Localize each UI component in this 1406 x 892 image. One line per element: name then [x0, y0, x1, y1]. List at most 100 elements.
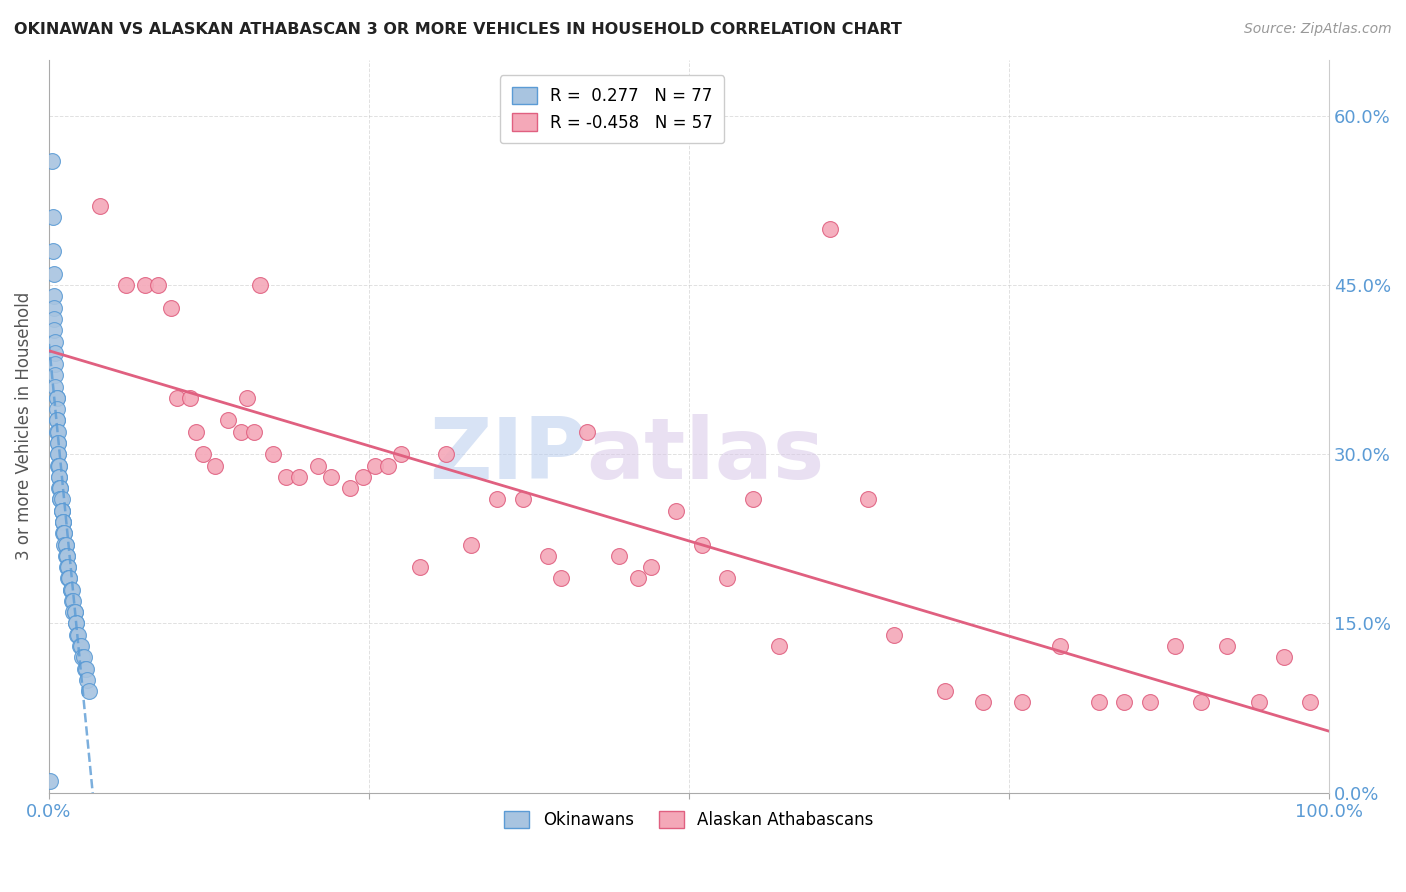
Point	[217, 413, 239, 427]
Point	[45, 425, 67, 439]
Text: Source: ZipAtlas.com: Source: ZipAtlas.com	[1244, 22, 1392, 37]
Point	[59, 582, 82, 597]
Point	[52, 515, 75, 529]
Point	[934, 684, 956, 698]
Point	[319, 470, 342, 484]
Point	[72, 650, 94, 665]
Point	[1164, 639, 1187, 653]
Point	[52, 515, 75, 529]
Point	[65, 616, 87, 631]
Point	[70, 639, 93, 653]
Point	[58, 571, 80, 585]
Point	[262, 447, 284, 461]
Point	[512, 492, 534, 507]
Point	[62, 605, 84, 619]
Point	[274, 470, 297, 484]
Point	[49, 492, 72, 507]
Point	[607, 549, 630, 563]
Point	[42, 301, 65, 315]
Point	[42, 323, 65, 337]
Point	[48, 458, 70, 473]
Point	[62, 594, 84, 608]
Point	[134, 278, 156, 293]
Point	[49, 492, 72, 507]
Point	[48, 481, 70, 495]
Point	[56, 549, 79, 563]
Point	[48, 470, 70, 484]
Point	[856, 492, 879, 507]
Point	[56, 549, 79, 563]
Point	[146, 278, 169, 293]
Point	[1272, 650, 1295, 665]
Point	[55, 537, 77, 551]
Point	[537, 549, 560, 563]
Point	[42, 211, 65, 225]
Point	[1049, 639, 1071, 653]
Point	[58, 571, 80, 585]
Point	[39, 774, 62, 789]
Point	[59, 582, 82, 597]
Point	[742, 492, 765, 507]
Point	[236, 391, 259, 405]
Point	[1087, 695, 1109, 709]
Point	[44, 379, 66, 393]
Point	[690, 537, 713, 551]
Point	[460, 537, 482, 551]
Point	[339, 481, 361, 495]
Legend: Okinawans, Alaskan Athabascans: Okinawans, Alaskan Athabascans	[498, 804, 880, 836]
Point	[51, 492, 73, 507]
Point	[46, 447, 69, 461]
Point	[1011, 695, 1033, 709]
Point	[53, 537, 76, 551]
Point	[45, 402, 67, 417]
Text: ZIP: ZIP	[429, 414, 586, 497]
Point	[186, 425, 208, 439]
Point	[179, 391, 201, 405]
Point	[1189, 695, 1212, 709]
Point	[73, 662, 96, 676]
Point	[883, 628, 905, 642]
Point	[66, 628, 89, 642]
Point	[42, 289, 65, 303]
Point	[640, 560, 662, 574]
Point	[53, 526, 76, 541]
Point	[60, 582, 83, 597]
Point	[56, 571, 79, 585]
Point	[242, 425, 264, 439]
Point	[65, 616, 87, 631]
Point	[55, 549, 77, 563]
Point	[287, 470, 309, 484]
Point	[42, 244, 65, 259]
Point	[45, 413, 67, 427]
Point	[352, 470, 374, 484]
Point	[63, 605, 86, 619]
Point	[67, 628, 90, 642]
Text: OKINAWAN VS ALASKAN ATHABASCAN 3 OR MORE VEHICLES IN HOUSEHOLD CORRELATION CHART: OKINAWAN VS ALASKAN ATHABASCAN 3 OR MORE…	[14, 22, 901, 37]
Point	[52, 526, 75, 541]
Point	[1215, 639, 1237, 653]
Point	[76, 673, 98, 687]
Point	[166, 391, 188, 405]
Point	[44, 357, 66, 371]
Point	[44, 368, 66, 383]
Point	[56, 560, 79, 574]
Point	[818, 221, 841, 235]
Point	[77, 684, 100, 698]
Point	[307, 458, 329, 473]
Point	[575, 425, 598, 439]
Point	[46, 436, 69, 450]
Point	[46, 458, 69, 473]
Point	[46, 436, 69, 450]
Point	[63, 605, 86, 619]
Point	[389, 447, 412, 461]
Point	[51, 504, 73, 518]
Point	[159, 301, 181, 315]
Point	[51, 504, 73, 518]
Point	[75, 662, 97, 676]
Text: atlas: atlas	[586, 414, 825, 497]
Point	[409, 560, 432, 574]
Point	[377, 458, 399, 473]
Point	[44, 334, 66, 349]
Point	[972, 695, 994, 709]
Point	[42, 312, 65, 326]
